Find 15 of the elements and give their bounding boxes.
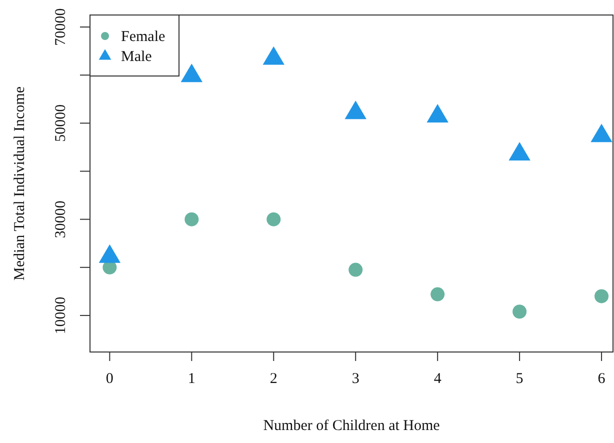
y-tick-label: 70000 <box>53 8 69 46</box>
x-tick-label: 6 <box>598 371 606 387</box>
x-tick-label: 4 <box>434 371 442 387</box>
legend-label: Male <box>121 49 152 65</box>
y-axis-title: Median Total Individual Income <box>12 86 28 281</box>
x-axis-title: Number of Children at Home <box>263 418 440 434</box>
y-tick-label: 30000 <box>53 200 69 238</box>
x-tick-label: 5 <box>516 371 524 387</box>
x-tick-label: 0 <box>106 371 114 387</box>
x-tick-label: 2 <box>270 371 278 387</box>
y-tick-label: 50000 <box>53 104 69 142</box>
x-tick-label: 3 <box>352 371 360 387</box>
x-tick-label: 1 <box>188 371 196 387</box>
y-tick-label: 10000 <box>53 296 69 334</box>
legend-label: Female <box>121 29 166 45</box>
